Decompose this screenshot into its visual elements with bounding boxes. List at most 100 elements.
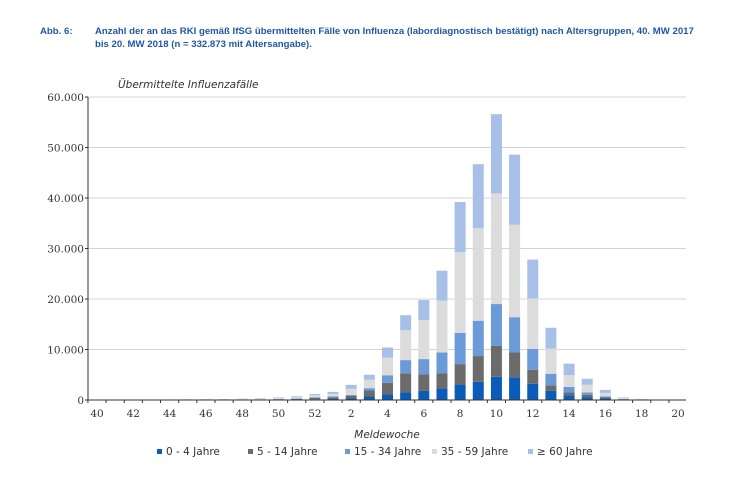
x-tick-label: 52 (308, 408, 321, 420)
figure-label: Abb. 6: (40, 26, 73, 37)
bar-segment (400, 330, 412, 361)
bar-segment (490, 345, 502, 377)
bar-segment (545, 390, 557, 400)
bar-segment (527, 259, 539, 299)
bar-segment (563, 395, 575, 400)
x-tick-label: 2 (348, 408, 355, 420)
bar-segment (472, 356, 484, 382)
bar-segment (509, 224, 521, 318)
bar-segment (345, 398, 357, 400)
bar-segment (509, 377, 521, 400)
x-tick-label: 16 (599, 408, 613, 420)
bar-segment (436, 373, 448, 389)
bar-segment (327, 397, 339, 399)
bar-segment (618, 398, 630, 399)
x-tick-label: 18 (635, 408, 648, 420)
bar-segment (382, 394, 393, 400)
legend-swatch (345, 449, 350, 454)
bar-segment (309, 393, 321, 396)
y-tick-label: 50.000 (47, 143, 84, 155)
y-tick-label: 0 (77, 395, 84, 407)
x-tick-label: 10 (490, 408, 503, 420)
bar-segment (581, 394, 593, 398)
x-tick-label: 4 (384, 408, 391, 420)
legend: 0 - 4 Jahre 5 - 14 Jahre 15 - 34 Jahre 35 -… (157, 446, 593, 458)
x-tick-label: 40 (90, 408, 103, 420)
bar-segment (563, 392, 575, 396)
bar-segment (527, 383, 539, 400)
bar-segment (382, 347, 393, 358)
bar-segment (291, 397, 303, 399)
bar-segment (509, 352, 521, 378)
bar-segment (472, 320, 484, 357)
bar-segment (400, 315, 412, 331)
bar-segment (563, 386, 575, 393)
x-tick-label: 42 (127, 408, 140, 420)
bar-segment (581, 384, 593, 393)
bar-segment (599, 396, 611, 398)
bar-segment (454, 364, 466, 385)
legend-swatch (528, 449, 533, 454)
bar-segment (345, 384, 357, 389)
legend-label: 15 - 34 Jahre (354, 446, 421, 458)
y-tick-label: 60.000 (47, 92, 84, 104)
bar-segment (527, 298, 539, 349)
x-axis-label: Meldewoche (354, 429, 419, 441)
bar-segment (291, 398, 303, 399)
legend-swatch (157, 449, 162, 454)
x-tick-label: 14 (562, 408, 576, 420)
bar-segment (545, 385, 557, 391)
bar-segment (490, 193, 502, 305)
bar-segment (454, 202, 466, 253)
bar-segment (436, 300, 448, 353)
bar-segment (599, 389, 611, 393)
x-tick-label: 12 (526, 408, 539, 420)
bar-segment (345, 394, 357, 396)
bar-segment (363, 396, 375, 400)
legend-label: 5 - 14 Jahre (257, 446, 318, 458)
y-axis-label: Übermittelte Influenzafälle (118, 78, 258, 91)
bar-segment (345, 395, 357, 399)
bar-segment (454, 332, 466, 365)
bar-segment (454, 384, 466, 400)
bar-segment (418, 300, 430, 321)
bar-segment (418, 390, 430, 400)
bar-segment (327, 391, 339, 394)
legend-label: 35 - 59 Jahre (441, 446, 508, 458)
x-tick-label: 48 (236, 408, 249, 420)
bar-segment (327, 398, 339, 400)
bar-segment (254, 398, 266, 400)
bar-segment (363, 388, 375, 391)
bar-segment (509, 317, 521, 353)
bar-segment (345, 388, 357, 395)
bar-segment (309, 397, 321, 398)
bar-segment (400, 392, 412, 400)
x-tick-label: 50 (272, 408, 285, 420)
y-tick-label: 20.000 (47, 294, 84, 306)
figure-caption: Abb. 6: Anzahl der an das RKI gemäß IfSG… (40, 25, 700, 51)
bar-segment (363, 374, 375, 380)
bar-segment (309, 397, 321, 400)
bar-segment (291, 398, 303, 400)
bar-segment (382, 357, 393, 376)
legend-swatch (248, 449, 253, 454)
y-tick-label: 40.000 (47, 193, 84, 205)
bar-segment (545, 373, 557, 386)
bar-segment (418, 359, 430, 375)
bar-segment (581, 392, 593, 395)
bar-segment (490, 114, 502, 194)
bar-segment (472, 228, 484, 321)
bar-segment (599, 392, 611, 397)
x-tick-label: 20 (671, 408, 684, 420)
bar-segment (418, 374, 430, 391)
bar-segment (327, 393, 339, 397)
bar-segment (363, 390, 375, 397)
x-tick-label: 46 (199, 408, 213, 420)
bar-segment (382, 375, 393, 383)
x-tick-label: 8 (457, 408, 464, 420)
x-tick-label: 6 (420, 408, 427, 420)
bar-segment (527, 369, 539, 384)
bar-segment (490, 376, 502, 400)
bar-segment (599, 397, 611, 399)
